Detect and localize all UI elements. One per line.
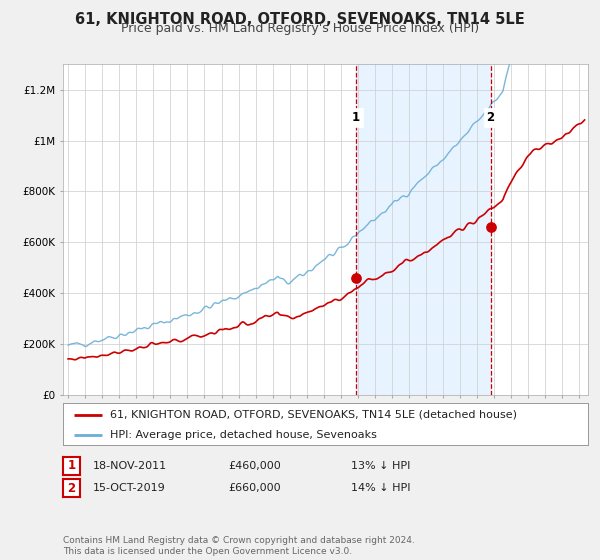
Text: HPI: Average price, detached house, Sevenoaks: HPI: Average price, detached house, Seve… [110,430,377,440]
Text: Contains HM Land Registry data © Crown copyright and database right 2024.
This d: Contains HM Land Registry data © Crown c… [63,536,415,556]
Text: 13% ↓ HPI: 13% ↓ HPI [351,461,410,471]
Text: 18-NOV-2011: 18-NOV-2011 [93,461,167,471]
Text: £460,000: £460,000 [228,461,281,471]
Bar [356,64,491,395]
Text: 14% ↓ HPI: 14% ↓ HPI [351,483,410,493]
Text: Price paid vs. HM Land Registry's House Price Index (HPI): Price paid vs. HM Land Registry's House … [121,22,479,35]
Text: 2: 2 [67,482,76,495]
Text: 2: 2 [487,111,495,124]
Text: 15-OCT-2019: 15-OCT-2019 [93,483,166,493]
Point [486,222,496,231]
Point [351,273,361,282]
Text: £660,000: £660,000 [228,483,281,493]
Text: 61, KNIGHTON ROAD, OTFORD, SEVENOAKS, TN14 5LE (detached house): 61, KNIGHTON ROAD, OTFORD, SEVENOAKS, TN… [110,410,517,420]
Text: 1: 1 [352,111,360,124]
Text: 1: 1 [67,459,76,473]
Text: 61, KNIGHTON ROAD, OTFORD, SEVENOAKS, TN14 5LE: 61, KNIGHTON ROAD, OTFORD, SEVENOAKS, TN… [75,12,525,27]
